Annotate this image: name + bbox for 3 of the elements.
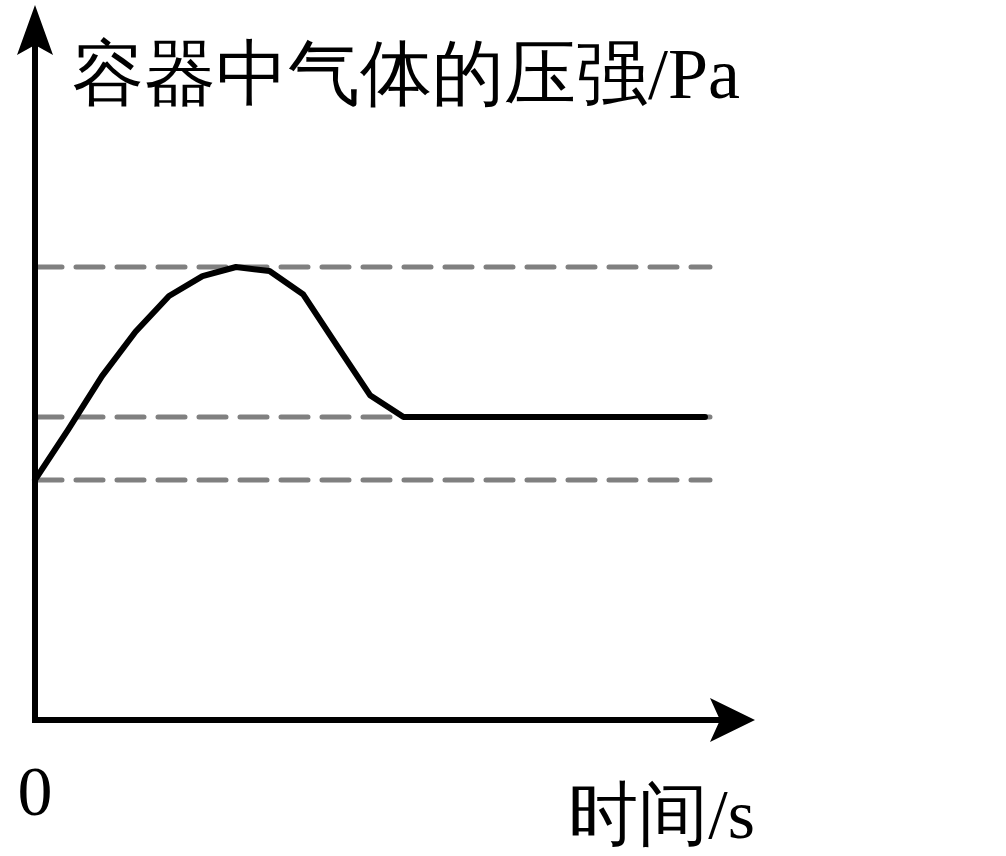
- x-axis-title: 时间/s: [568, 776, 755, 853]
- y-axis-title: 容器中气体的压强/Pa: [72, 34, 741, 114]
- text: 0: [17, 753, 53, 830]
